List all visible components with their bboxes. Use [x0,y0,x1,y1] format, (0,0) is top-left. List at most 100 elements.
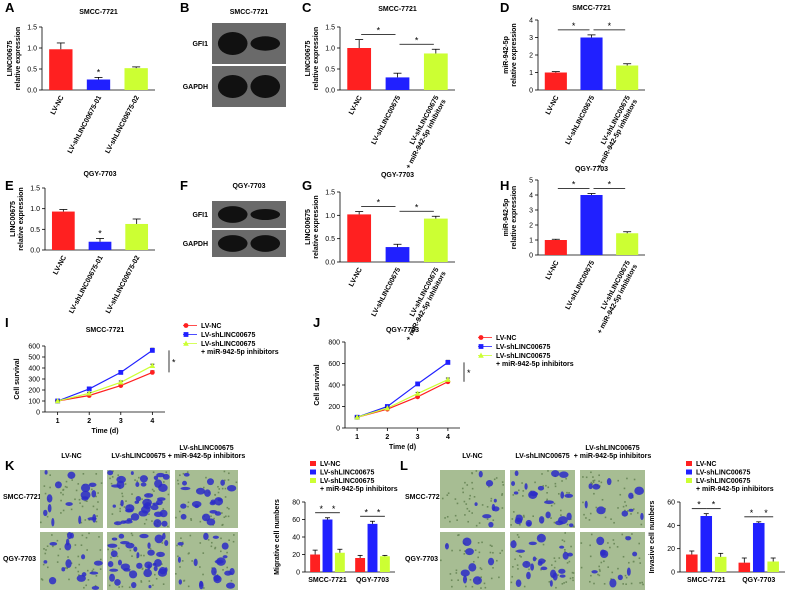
x-tick-label: 4 [150,418,154,425]
membrane-pore [227,479,230,481]
significance: * [172,357,176,367]
stained-cell [153,511,163,518]
membrane-pore [462,491,464,494]
membrane-pore [613,542,615,545]
membrane-pore [112,470,114,473]
membrane-pore [153,490,155,492]
membrane-pore [111,476,114,478]
bar [125,223,149,250]
y-tick-label: 500 [28,355,40,362]
membrane-pore [474,549,477,552]
membrane-pore [580,542,583,544]
membrane-pore [148,513,150,515]
membrane-pore [625,504,628,507]
panel-letter: C [302,0,312,15]
membrane-pore [40,521,42,524]
legend-swatch [310,478,316,483]
membrane-pore [490,577,493,580]
stained-cell [131,581,137,589]
membrane-pore [221,524,224,526]
stained-cell [462,537,472,547]
stained-cell [537,485,545,491]
bar [379,556,390,572]
membrane-pore [456,502,459,505]
column-label-line: + miR-942-5p inhibitors [168,453,246,460]
membrane-pore [560,514,562,516]
chart-title: SMCC-7721 [378,6,417,13]
significance: * [750,508,754,518]
row-label: SMCC-7721 [405,494,444,501]
stained-cell [129,570,138,579]
data-point [149,362,156,368]
membrane-pore [116,555,119,558]
membrane-pore [541,473,543,475]
legend-marker [183,340,189,346]
x-tick-label: LV-shLINC00675-02 [105,255,141,315]
significance: * [712,500,716,510]
legend-swatch [310,461,316,466]
membrane-pore [588,519,591,521]
y-axis-label: LINC00675relative expression [305,195,320,258]
membrane-pore [141,498,143,500]
membrane-pore [472,560,475,563]
stained-cell [606,478,612,486]
membrane-pore [117,474,120,476]
bar [86,79,111,90]
stained-cell [528,541,537,546]
membrane-pore [95,473,98,475]
membrane-pore [78,498,81,501]
membrane-pore [60,491,62,494]
stained-cell [177,541,184,546]
panel-letter: D [500,0,509,15]
membrane-pore [165,471,168,474]
membrane-pore [598,474,600,477]
membrane-pore [468,497,471,500]
y-tick-label: 0.0 [27,88,37,95]
stained-cell [193,558,198,567]
stained-cell [120,563,130,571]
membrane-pore [471,512,473,514]
y-tick-label: 1.5 [27,25,37,32]
legend-label: LV-shLINC00675 + miR-942-5p inhibitors [201,341,279,356]
y-tick-label: 1.0 [27,46,37,53]
membrane-pore [641,581,643,584]
stained-cell [513,491,519,495]
membrane-pore [199,542,202,544]
membrane-pore [480,576,482,578]
x-tick-label: LV-shLINC00675+ miR-942-5p inhibitors [589,95,639,171]
membrane-pore [512,511,515,513]
stained-cell [588,483,593,490]
membrane-pore [180,537,182,540]
significance: * [320,504,324,514]
membrane-pore [632,560,635,563]
membrane-pore [558,557,561,559]
stained-cell [135,496,142,502]
stained-cell [125,508,134,513]
membrane-pore [43,548,45,550]
membrane-pore [528,568,530,571]
band-label: GFI1 [192,41,208,48]
stained-cell [113,521,122,526]
membrane-pore [228,507,230,510]
membrane-pore [56,561,59,563]
stained-cell [609,578,617,588]
membrane-pore [463,553,466,555]
membrane-pore [110,556,112,559]
data-point [445,376,451,382]
membrane-pore [636,512,639,514]
bar [88,241,112,250]
stained-cell [537,560,543,566]
membrane-pore [466,507,469,510]
panel-letter: J [313,315,320,330]
stained-cell [549,580,553,587]
membrane-pore [92,568,95,571]
membrane-pore [214,546,217,549]
stained-cell [569,523,574,528]
panel-letter: A [5,0,15,15]
y-tick-label: 20 [667,546,675,553]
stained-cell [566,512,572,521]
membrane-pore [624,574,627,577]
membrane-pore [478,522,481,524]
data-point [354,414,360,420]
membrane-pore [143,554,145,557]
